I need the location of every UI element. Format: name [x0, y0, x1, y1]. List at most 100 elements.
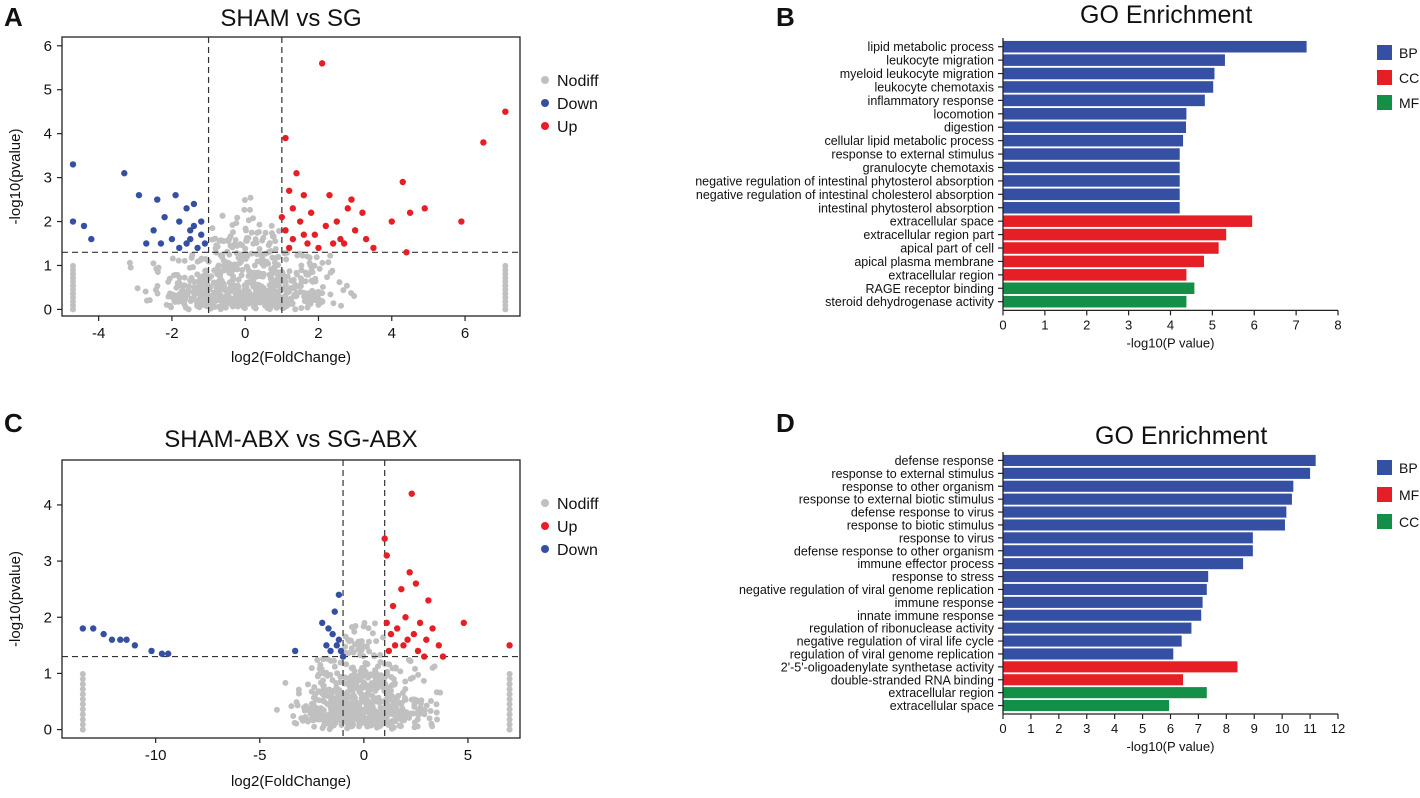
nodiff-point — [328, 689, 335, 696]
nodiff-point — [358, 644, 365, 651]
nodiff-point — [306, 254, 313, 261]
nodiff-point — [256, 221, 263, 228]
nodiff-point — [79, 681, 86, 688]
x-tick-label: 0 — [999, 721, 1006, 736]
x-tick-label: 5 — [1139, 721, 1146, 736]
category-label: apical plasma membrane — [854, 255, 994, 269]
nodiff-point — [506, 670, 513, 677]
nodiff-point — [321, 698, 328, 705]
nodiff-point — [212, 235, 219, 242]
nodiff-point — [412, 665, 419, 672]
nodiff-point — [506, 691, 513, 698]
nodiff-point — [397, 668, 404, 675]
y-tick-label: 2 — [44, 214, 52, 231]
nodiff-point — [340, 715, 347, 722]
category-label: regulation of viral genome replication — [790, 647, 994, 661]
nodiff-point — [290, 713, 297, 720]
volcano-plot-c: SHAM-ABX vs SG-ABX -10 -5 0 5 0 1 2 3 4 log2(FoldC… — [7, 426, 599, 790]
nodiff-point — [433, 701, 440, 708]
nodiff-point — [79, 686, 86, 693]
nodiff-point — [176, 279, 183, 286]
up-point — [362, 235, 370, 243]
up-point — [410, 630, 418, 638]
bar-bp — [1003, 175, 1180, 187]
nodiff-point — [373, 670, 380, 677]
nodiff-point — [385, 661, 392, 668]
nodiff-point — [338, 302, 345, 309]
nodiff-point — [393, 709, 400, 716]
category-label: response to biotic stimulus — [847, 518, 994, 532]
nodiff-point — [391, 681, 398, 688]
up-point — [387, 630, 395, 638]
nodiff-point — [79, 696, 86, 703]
nodiff-point — [248, 271, 255, 278]
nodiff-point — [213, 242, 220, 249]
down-point — [190, 222, 198, 230]
up-point — [435, 642, 443, 649]
up-point — [506, 642, 513, 649]
nodiff-point — [211, 292, 218, 299]
x-axis-label: -log10(P value) — [1127, 739, 1215, 754]
up-point — [333, 218, 340, 225]
nodiff-point — [224, 297, 231, 304]
nodiff-point — [216, 237, 223, 244]
nodiff-point — [181, 293, 188, 300]
nodiff-point — [506, 726, 513, 733]
up-point — [289, 205, 297, 212]
nodiff-point — [402, 678, 409, 685]
category-label: extracellular region — [888, 686, 994, 700]
nodiff-point — [224, 237, 231, 244]
nodiff-point — [319, 259, 326, 266]
chart-title: GO Enrichment — [1080, 1, 1252, 29]
x-tick-label: 4 — [388, 325, 396, 342]
legend-label-up: Up — [557, 519, 578, 536]
nodiff-point — [243, 263, 250, 270]
nodiff-point — [390, 675, 397, 682]
bar-bp — [1003, 161, 1180, 174]
down-point — [329, 630, 336, 638]
up-point — [404, 636, 411, 643]
y-tick-label: 1 — [44, 257, 52, 274]
down-point — [143, 240, 150, 247]
up-point — [300, 231, 308, 238]
nodiff-point — [373, 638, 380, 645]
bar-mf — [1003, 674, 1184, 686]
nodiff-point — [434, 716, 441, 723]
down-point — [69, 218, 77, 225]
nodiff-point — [395, 692, 402, 699]
nodiff-point — [314, 673, 321, 680]
x-tick-label: 10 — [1275, 721, 1289, 736]
nodiff-point — [79, 670, 86, 677]
up-point — [318, 60, 326, 67]
legend-label-nodiff: Nodiff — [557, 73, 599, 90]
down-point — [88, 235, 95, 243]
legend-label-down: Down — [557, 542, 598, 559]
up-point — [421, 653, 428, 660]
legend-label-cc: CC — [1399, 514, 1419, 530]
nodiff-point — [235, 276, 242, 283]
y-axis-label: -log10(pvalue) — [7, 551, 24, 647]
nodiff-point — [382, 719, 389, 726]
nodiff-point — [79, 691, 86, 698]
up-point — [300, 191, 308, 199]
nodiff-point — [433, 709, 440, 716]
nodiff-point — [293, 699, 300, 706]
up-point — [406, 209, 414, 216]
down-point — [187, 227, 194, 234]
up-point — [393, 625, 401, 632]
category-label: regulation of ribonuclease activity — [809, 622, 995, 636]
nodiff-point — [220, 280, 227, 287]
up-point — [399, 178, 406, 186]
nodiff-point — [288, 703, 295, 710]
nodiff-point — [281, 278, 288, 285]
nodiff-point — [506, 681, 513, 688]
nodiff-point — [79, 706, 86, 713]
up-point — [383, 552, 390, 559]
nodiff-point — [298, 305, 305, 312]
nodiff-point — [176, 274, 183, 281]
category-label: leukocyte chemotaxis — [874, 80, 994, 94]
up-point — [403, 249, 410, 256]
bar-cc — [1003, 228, 1227, 241]
nodiff-point — [426, 715, 433, 722]
